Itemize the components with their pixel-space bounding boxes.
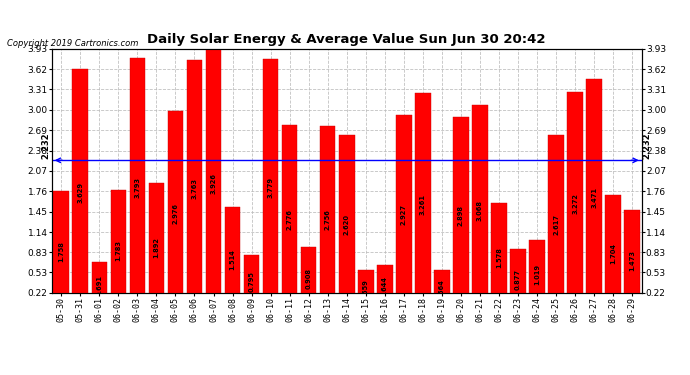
- Bar: [168, 111, 184, 307]
- Text: 0.908: 0.908: [306, 268, 312, 289]
- Text: 2.898: 2.898: [458, 205, 464, 226]
- Bar: [206, 49, 221, 307]
- Bar: [491, 203, 506, 307]
- Bar: [225, 207, 240, 307]
- Text: 3.629: 3.629: [77, 182, 83, 203]
- Bar: [586, 79, 602, 307]
- Bar: [301, 247, 317, 307]
- Text: 2.927: 2.927: [401, 204, 407, 225]
- Text: 0.795: 0.795: [248, 272, 255, 292]
- Text: 0.877: 0.877: [515, 269, 521, 290]
- Bar: [148, 183, 164, 307]
- Text: 2.232: 2.232: [42, 132, 51, 159]
- Text: 1.514: 1.514: [230, 249, 235, 270]
- Bar: [130, 58, 145, 307]
- Text: 1.473: 1.473: [629, 250, 635, 271]
- Text: 2.617: 2.617: [553, 214, 559, 235]
- Text: 0.559: 0.559: [363, 279, 368, 300]
- Bar: [72, 69, 88, 307]
- Text: 2.776: 2.776: [286, 209, 293, 230]
- Bar: [244, 255, 259, 307]
- Bar: [472, 105, 488, 307]
- Text: 3.779: 3.779: [268, 177, 274, 198]
- Bar: [282, 124, 297, 307]
- Bar: [377, 265, 393, 307]
- Text: 3.926: 3.926: [210, 172, 217, 194]
- Bar: [53, 192, 69, 307]
- Text: 3.272: 3.272: [572, 193, 578, 214]
- Bar: [453, 117, 469, 307]
- Text: 2.232: 2.232: [642, 132, 651, 159]
- Text: 1.892: 1.892: [153, 237, 159, 258]
- Bar: [529, 240, 545, 307]
- Text: 2.620: 2.620: [344, 214, 350, 235]
- Text: 1.019: 1.019: [534, 264, 540, 285]
- Bar: [358, 270, 373, 307]
- Bar: [605, 195, 621, 307]
- Text: 3.261: 3.261: [420, 194, 426, 214]
- Text: 2.976: 2.976: [172, 202, 179, 223]
- Text: 1.783: 1.783: [115, 240, 121, 261]
- Text: 0.564: 0.564: [439, 279, 445, 300]
- Bar: [549, 135, 564, 307]
- Bar: [510, 249, 526, 307]
- Text: 3.068: 3.068: [477, 200, 483, 221]
- Text: 2.756: 2.756: [325, 210, 331, 231]
- Text: 0.644: 0.644: [382, 276, 388, 297]
- Text: 3.763: 3.763: [192, 178, 197, 199]
- Bar: [396, 115, 412, 307]
- Text: 3.471: 3.471: [591, 187, 597, 208]
- Bar: [263, 58, 278, 307]
- Bar: [415, 93, 431, 307]
- Bar: [320, 126, 335, 307]
- Text: 0.691: 0.691: [97, 274, 102, 296]
- Text: 3.793: 3.793: [135, 177, 140, 198]
- Bar: [624, 210, 640, 307]
- Bar: [434, 270, 450, 307]
- Bar: [187, 60, 202, 307]
- Bar: [567, 92, 583, 307]
- Bar: [92, 261, 107, 307]
- Text: Copyright 2019 Cartronics.com: Copyright 2019 Cartronics.com: [7, 39, 138, 48]
- Text: 1.758: 1.758: [58, 241, 64, 262]
- Title: Daily Solar Energy & Average Value Sun Jun 30 20:42: Daily Solar Energy & Average Value Sun J…: [148, 33, 546, 46]
- Text: 1.704: 1.704: [610, 243, 616, 264]
- Bar: [110, 190, 126, 307]
- Text: 1.578: 1.578: [496, 247, 502, 268]
- Bar: [339, 135, 355, 307]
